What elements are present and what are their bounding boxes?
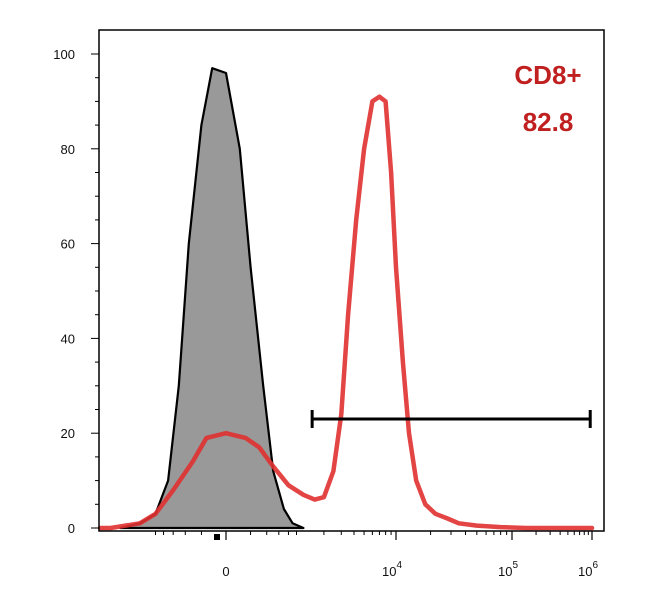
y-tick-label: 0	[68, 521, 75, 536]
y-tick-label: 40	[61, 331, 75, 346]
unstained-control-histogram	[119, 67, 305, 530]
plot-layer	[97, 67, 595, 531]
cd8-stained-histogram	[97, 94, 595, 531]
x-tick-label: 105	[498, 560, 518, 579]
zero-marker	[214, 534, 220, 540]
population-name-label: CD8+	[514, 60, 581, 90]
x-tick-label: 106	[578, 560, 598, 579]
plot-frame	[98, 29, 605, 532]
y-tick-label: 100	[53, 47, 75, 62]
x-tick-label: 0	[222, 564, 229, 579]
x-tick-label: 104	[382, 560, 402, 579]
x-axis: 0 104 105 106	[155, 531, 598, 579]
population-percent-label: 82.8	[523, 107, 574, 137]
y-tick-label: 20	[61, 426, 75, 441]
y-axis: 0 20 40 60 80 100	[53, 47, 99, 536]
y-tick-label: 80	[61, 142, 75, 157]
y-tick-label: 60	[61, 237, 75, 252]
